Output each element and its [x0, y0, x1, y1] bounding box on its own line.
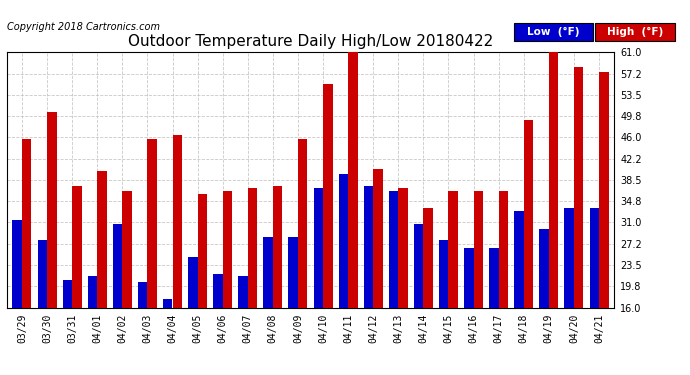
- Bar: [364, 186, 373, 375]
- Bar: [163, 299, 172, 375]
- Bar: [264, 237, 273, 375]
- Bar: [464, 248, 473, 375]
- Bar: [223, 191, 233, 375]
- Bar: [47, 112, 57, 375]
- Bar: [63, 280, 72, 375]
- Bar: [439, 240, 449, 375]
- Bar: [323, 84, 333, 375]
- Bar: [22, 139, 32, 375]
- Text: Low  (°F): Low (°F): [527, 27, 580, 37]
- Bar: [97, 171, 107, 375]
- Bar: [12, 220, 22, 375]
- Text: High  (°F): High (°F): [607, 27, 663, 37]
- Bar: [373, 169, 383, 375]
- Bar: [348, 44, 357, 375]
- Bar: [540, 229, 549, 375]
- Bar: [448, 191, 458, 375]
- Bar: [473, 191, 483, 375]
- Bar: [122, 191, 132, 375]
- Bar: [599, 72, 609, 375]
- Bar: [339, 174, 348, 375]
- Bar: [72, 186, 81, 375]
- Bar: [574, 67, 584, 375]
- Bar: [564, 209, 574, 375]
- Bar: [197, 194, 207, 375]
- Bar: [424, 209, 433, 375]
- Bar: [514, 211, 524, 375]
- Text: Copyright 2018 Cartronics.com: Copyright 2018 Cartronics.com: [7, 22, 160, 32]
- Title: Outdoor Temperature Daily High/Low 20180422: Outdoor Temperature Daily High/Low 20180…: [128, 33, 493, 48]
- Bar: [499, 191, 509, 375]
- Bar: [138, 282, 148, 375]
- Bar: [298, 139, 308, 375]
- Bar: [248, 189, 257, 375]
- Bar: [313, 189, 323, 375]
- Bar: [112, 224, 122, 375]
- Bar: [414, 224, 424, 375]
- Bar: [549, 53, 558, 375]
- Bar: [88, 276, 97, 375]
- Bar: [172, 135, 182, 375]
- Bar: [524, 120, 533, 375]
- Bar: [589, 209, 599, 375]
- Bar: [148, 139, 157, 375]
- Bar: [398, 189, 408, 375]
- Bar: [37, 240, 47, 375]
- Bar: [188, 256, 197, 375]
- Bar: [238, 276, 248, 375]
- Bar: [273, 186, 282, 375]
- Bar: [288, 237, 298, 375]
- Bar: [388, 191, 398, 375]
- Bar: [489, 248, 499, 375]
- Bar: [213, 273, 223, 375]
